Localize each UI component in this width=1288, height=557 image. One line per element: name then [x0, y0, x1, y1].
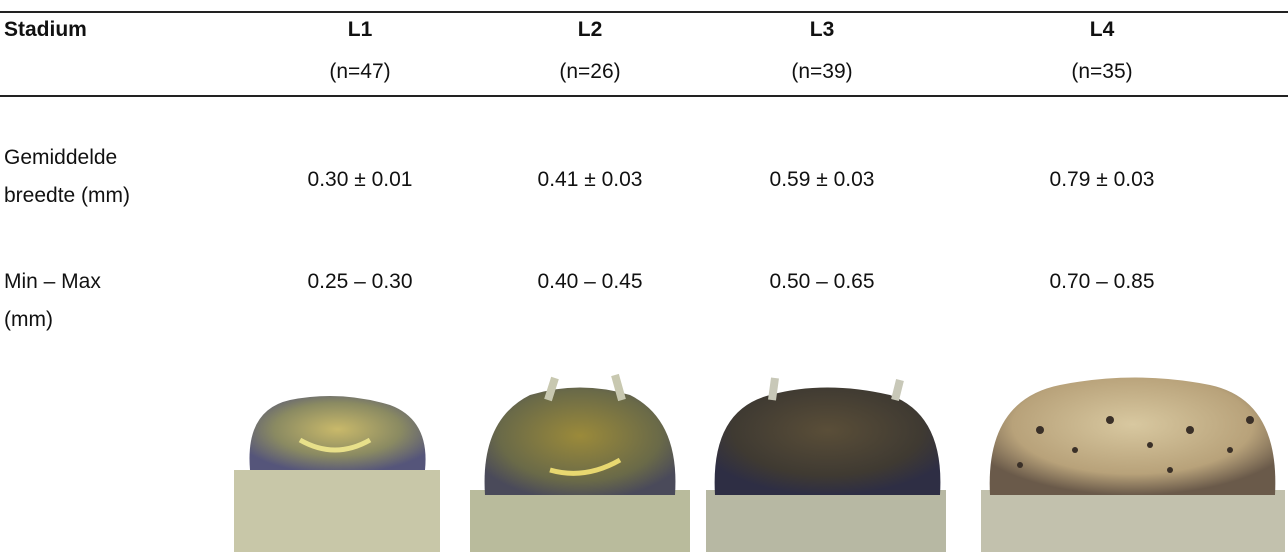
row-label: Gemiddelde: [4, 146, 117, 170]
photo-l3: [706, 378, 946, 552]
photo-l4: [981, 378, 1285, 553]
cell: 0.70 – 0.85: [1049, 270, 1154, 294]
row-label: breedte (mm): [4, 184, 130, 208]
cell: 0.50 – 0.65: [769, 270, 874, 294]
cell: 0.30 ± 0.01: [308, 168, 413, 192]
column-n: (n=35): [1071, 60, 1132, 84]
column-header: L2: [578, 18, 603, 42]
column-header: L1: [348, 18, 373, 42]
row-label: (mm): [4, 308, 53, 332]
table-page: Stadium: [0, 0, 1288, 557]
cell: 0.40 – 0.45: [537, 270, 642, 294]
photo-l1: [234, 396, 440, 552]
row-label: Min – Max: [4, 270, 101, 294]
column-n: (n=39): [791, 60, 852, 84]
cell: 0.79 ± 0.03: [1050, 168, 1155, 192]
column-header: L4: [1090, 18, 1115, 42]
photo-l2: [470, 375, 690, 552]
cell: 0.25 – 0.30: [307, 270, 412, 294]
cell: 0.41 ± 0.03: [538, 168, 643, 192]
cell: 0.59 ± 0.03: [770, 168, 875, 192]
column-n: (n=47): [329, 60, 390, 84]
column-header: L3: [810, 18, 835, 42]
column-n: (n=26): [559, 60, 620, 84]
